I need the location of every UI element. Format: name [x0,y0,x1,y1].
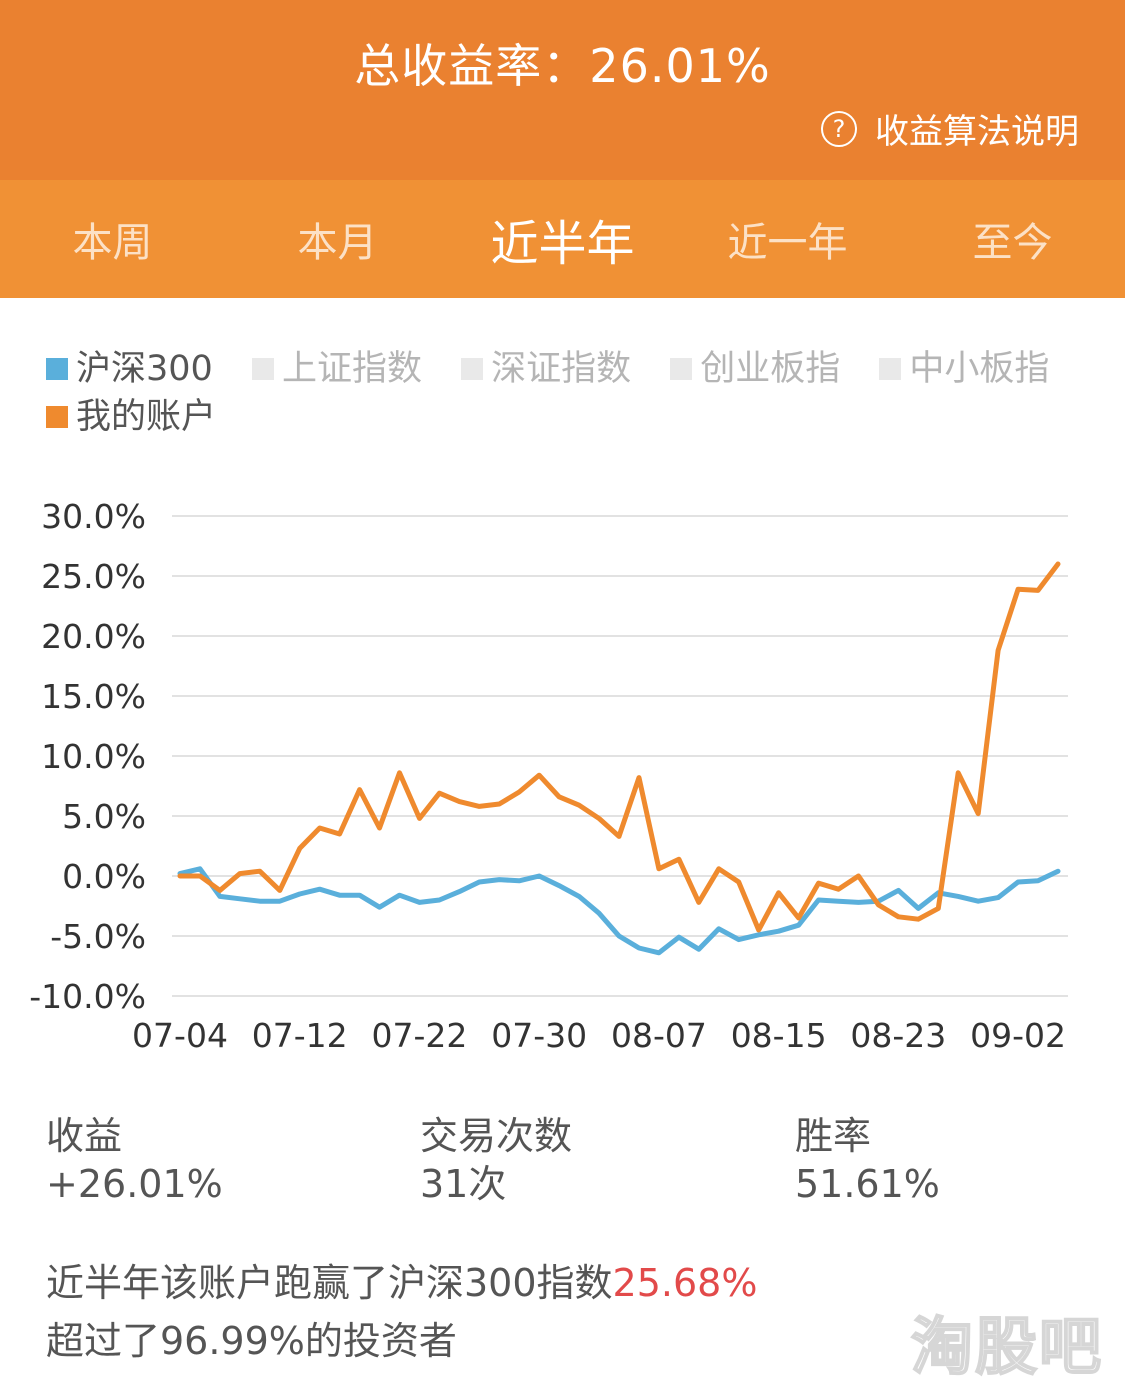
hs300-series-line [177,866,1061,956]
stat-trades-value: 31次 [420,1162,507,1206]
legend-label-shenzhen-index: 深证指数 [491,349,632,389]
return-line-chart: 30.0% 25.0% 20.0% 15.0% 10.0% 5.0% 0.0% -5.0% -1… [29,497,1068,1055]
summary-line-2: 超过了96.99%的投资者 [46,1319,457,1363]
y-tick-label: -5.0% [50,917,146,956]
stat-return: 收益 +26.01% [46,1112,223,1208]
stat-win-rate: 胜率 51.61% [795,1112,940,1208]
legend-label-hs300: 沪深300 [76,349,213,389]
legend-label-my-account: 我的账户 [76,397,217,437]
legend-swatch-sme-index [879,358,902,380]
header-bar: 总收益率：26.01% ? 收益算法说明 [0,0,1125,180]
summary-outperform-text: 近半年该账户跑赢了沪深300指数 [46,1261,613,1305]
summary-line-1: 近半年该账户跑赢了沪深300指数25.68% [46,1254,757,1312]
legend-item-sme-index[interactable]: 中小板指 [879,345,1049,393]
question-circle-icon: ? [821,110,857,147]
legend-swatch-chinext-index [670,358,693,380]
legend-label-shanghai-index: 上证指数 [281,349,422,389]
stat-return-label: 收益 [46,1114,123,1158]
y-tick-label: 15.0% [41,677,146,716]
y-tick-label: 30.0% [41,497,146,536]
legend-swatch-shenzhen-index [461,358,484,380]
my-account-series-line [177,561,1061,933]
chart-legend: 沪深300 上证指数 深证指数 创业板指 中小板指 我的账户 [46,345,1086,441]
y-tick-label: 25.0% [41,557,146,596]
legend-item-my-account[interactable]: 我的账户 [46,393,216,441]
total-return-title: 总收益率：26.01% [354,39,771,93]
stat-trades: 交易次数 31次 [420,1112,572,1208]
tab-one-year[interactable]: 近一年 [727,220,848,266]
legend-item-chinext-index[interactable]: 创业板指 [670,345,840,393]
algorithm-help-label: 收益算法说明 [875,112,1079,152]
legend-swatch-shanghai-index [251,358,274,380]
x-tick-label: 08-23 [850,1016,946,1055]
site-watermark: 淘股吧 [910,1309,1103,1384]
y-tick-label: 0.0% [62,857,146,896]
tab-this-month[interactable]: 本月 [297,220,378,266]
x-tick-label: 07-22 [372,1016,468,1055]
legend-item-shenzhen-index[interactable]: 深证指数 [461,345,631,393]
stat-return-value: +26.01% [46,1162,223,1206]
algorithm-help-link[interactable]: ? 收益算法说明 [821,104,1079,153]
y-tick-label: -10.0% [29,977,146,1016]
legend-item-shanghai-index[interactable]: 上证指数 [251,345,422,393]
x-tick-label: 07-12 [252,1016,348,1055]
y-tick-label: 20.0% [41,617,146,656]
legend-swatch-my-account [46,406,68,428]
stat-trades-label: 交易次数 [420,1114,573,1158]
tab-this-week[interactable]: 本周 [72,220,153,266]
x-tick-label: 07-04 [132,1016,228,1055]
performance-summary: 近半年该账户跑赢了沪深300指数25.68% 超过了96.99%的投资者 [46,1254,757,1370]
tab-half-year[interactable]: 近半年 [490,216,635,272]
x-tick-label: 09-02 [970,1016,1066,1055]
legend-label-chinext-index: 创业板指 [700,349,841,389]
tab-all-time[interactable]: 至今 [972,220,1053,266]
summary-outperform-value: 25.68% [612,1261,758,1305]
stat-win-rate-value: 51.61% [795,1162,940,1206]
legend-item-hs300[interactable]: 沪深300 [46,345,213,393]
x-tick-label: 07-30 [491,1016,587,1055]
y-tick-label: 10.0% [41,737,146,776]
x-tick-label: 08-15 [731,1016,827,1055]
x-tick-label: 08-07 [611,1016,707,1055]
y-tick-label: 5.0% [62,797,146,836]
stat-win-rate-label: 胜率 [795,1114,872,1158]
period-tabs: 本周 本月 近半年 近一年 至今 [0,180,1125,298]
legend-swatch-hs300 [46,358,68,380]
legend-label-sme-index: 中小板指 [909,349,1050,389]
